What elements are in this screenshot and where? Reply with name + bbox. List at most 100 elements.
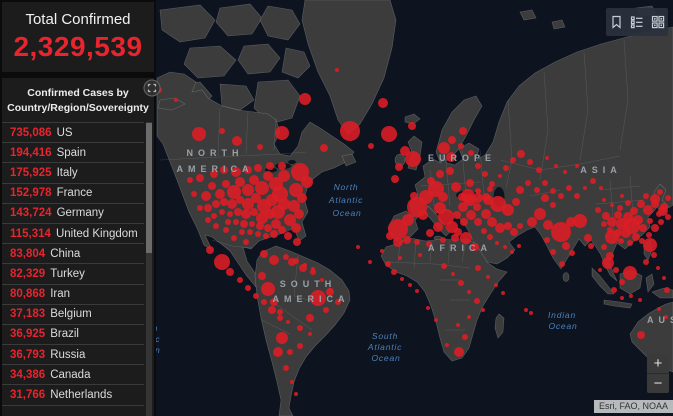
country-row[interactable]: 143,724 Germany bbox=[2, 204, 144, 224]
case-marker[interactable] bbox=[418, 253, 422, 257]
case-marker[interactable] bbox=[471, 243, 479, 251]
country-row[interactable]: 735,086 US bbox=[2, 123, 144, 144]
case-marker[interactable] bbox=[639, 224, 647, 232]
case-marker[interactable] bbox=[335, 68, 339, 72]
case-marker[interactable] bbox=[323, 307, 329, 313]
country-row[interactable]: 83,804 China bbox=[2, 244, 144, 265]
case-marker[interactable] bbox=[269, 255, 279, 265]
case-marker[interactable] bbox=[550, 202, 556, 208]
case-marker[interactable] bbox=[402, 214, 414, 226]
case-marker[interactable] bbox=[618, 238, 624, 244]
case-marker[interactable] bbox=[601, 221, 607, 227]
case-marker[interactable] bbox=[255, 181, 269, 195]
case-marker[interactable] bbox=[434, 318, 438, 322]
case-marker[interactable] bbox=[214, 254, 230, 270]
case-marker[interactable] bbox=[414, 239, 420, 245]
case-marker[interactable] bbox=[534, 187, 540, 193]
case-marker[interactable] bbox=[517, 150, 525, 158]
country-row[interactable]: 36,925 Brazil bbox=[2, 325, 144, 346]
case-marker[interactable] bbox=[187, 177, 193, 183]
case-marker[interactable] bbox=[410, 192, 418, 200]
country-row[interactable]: 175,925 Italy bbox=[2, 163, 144, 184]
case-marker[interactable] bbox=[231, 167, 241, 177]
case-marker[interactable] bbox=[527, 159, 533, 165]
case-marker[interactable] bbox=[222, 180, 230, 188]
case-marker[interactable] bbox=[264, 224, 272, 232]
case-marker[interactable] bbox=[253, 293, 259, 299]
case-marker[interactable] bbox=[257, 199, 271, 213]
case-marker[interactable] bbox=[643, 238, 657, 252]
case-marker[interactable] bbox=[395, 163, 403, 171]
case-marker[interactable] bbox=[664, 315, 668, 319]
country-row[interactable]: 80,868 Iran bbox=[2, 285, 144, 305]
case-marker[interactable] bbox=[461, 189, 475, 203]
list-scrollbar-thumb[interactable] bbox=[146, 123, 152, 253]
case-marker[interactable] bbox=[643, 193, 649, 199]
case-marker[interactable] bbox=[320, 278, 324, 282]
case-marker[interactable] bbox=[408, 122, 416, 130]
case-marker[interactable] bbox=[458, 280, 464, 286]
case-marker[interactable] bbox=[271, 219, 281, 229]
case-marker[interactable] bbox=[550, 188, 556, 194]
case-marker[interactable] bbox=[276, 332, 288, 344]
case-marker[interactable] bbox=[403, 236, 411, 244]
case-marker[interactable] bbox=[620, 194, 624, 198]
case-marker[interactable] bbox=[278, 170, 290, 182]
case-marker[interactable] bbox=[550, 249, 556, 255]
case-marker[interactable] bbox=[438, 209, 454, 225]
case-marker[interactable] bbox=[201, 191, 211, 201]
case-marker[interactable] bbox=[297, 193, 307, 203]
case-marker[interactable] bbox=[284, 232, 292, 240]
case-marker[interactable] bbox=[249, 221, 255, 227]
case-marker[interactable] bbox=[244, 166, 252, 174]
case-marker[interactable] bbox=[426, 241, 432, 247]
case-marker[interactable] bbox=[602, 198, 606, 202]
case-marker[interactable] bbox=[310, 290, 326, 306]
case-marker[interactable] bbox=[481, 228, 487, 234]
case-marker[interactable] bbox=[605, 230, 619, 244]
case-marker[interactable] bbox=[260, 250, 268, 258]
case-marker[interactable] bbox=[562, 242, 570, 250]
case-marker[interactable] bbox=[197, 205, 203, 211]
case-marker[interactable] bbox=[474, 298, 480, 304]
case-marker[interactable] bbox=[245, 285, 251, 291]
case-marker[interactable] bbox=[481, 209, 491, 219]
case-marker[interactable] bbox=[258, 272, 266, 280]
case-marker[interactable] bbox=[433, 222, 443, 232]
case-marker[interactable] bbox=[286, 320, 290, 324]
case-marker[interactable] bbox=[583, 186, 587, 190]
case-marker[interactable] bbox=[340, 121, 360, 141]
case-marker[interactable] bbox=[657, 189, 663, 195]
case-marker[interactable] bbox=[662, 276, 666, 280]
case-marker[interactable] bbox=[460, 232, 472, 244]
case-marker[interactable] bbox=[391, 175, 399, 183]
case-marker[interactable] bbox=[233, 219, 239, 225]
case-marker[interactable] bbox=[498, 174, 502, 178]
country-row[interactable]: 82,329 Turkey bbox=[2, 264, 144, 285]
country-row[interactable]: 115,314 United Kingdom bbox=[2, 224, 144, 245]
case-marker[interactable] bbox=[658, 219, 664, 225]
case-marker[interactable] bbox=[227, 211, 233, 217]
case-marker[interactable] bbox=[623, 266, 637, 280]
case-marker[interactable] bbox=[310, 269, 316, 275]
case-marker[interactable] bbox=[630, 207, 638, 215]
case-marker[interactable] bbox=[206, 246, 214, 254]
case-marker[interactable] bbox=[208, 182, 216, 190]
case-marker[interactable] bbox=[646, 232, 652, 238]
country-row[interactable]: 34,386 Canada bbox=[2, 365, 144, 386]
case-marker[interactable] bbox=[445, 343, 449, 347]
case-marker[interactable] bbox=[427, 177, 435, 185]
case-marker[interactable] bbox=[466, 179, 474, 187]
case-marker[interactable] bbox=[467, 315, 471, 319]
case-marker[interactable] bbox=[220, 198, 228, 206]
case-marker[interactable] bbox=[219, 128, 225, 134]
zoom-in-button[interactable]: + bbox=[647, 354, 669, 374]
case-marker[interactable] bbox=[326, 288, 334, 296]
case-marker[interactable] bbox=[225, 219, 231, 225]
case-marker[interactable] bbox=[543, 220, 553, 230]
case-marker[interactable] bbox=[256, 212, 268, 224]
case-marker[interactable] bbox=[610, 203, 614, 207]
case-marker[interactable] bbox=[458, 143, 464, 149]
case-marker[interactable] bbox=[656, 266, 660, 270]
case-marker[interactable] bbox=[517, 223, 523, 229]
